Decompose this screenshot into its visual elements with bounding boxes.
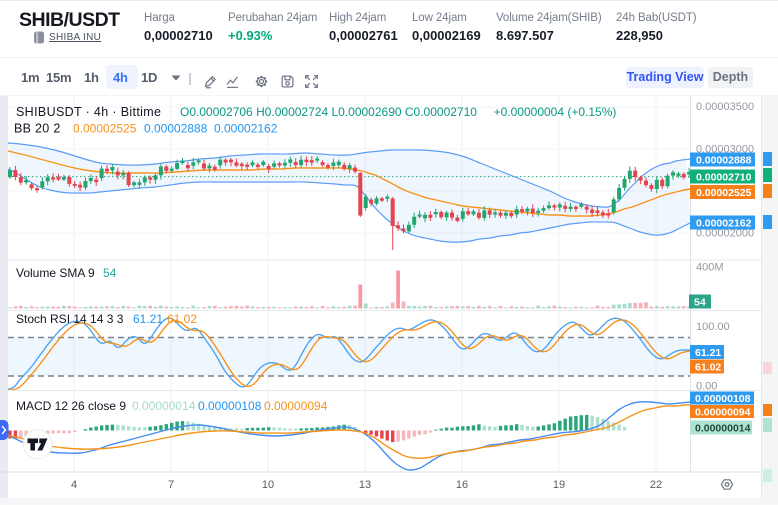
svg-text:54: 54 xyxy=(694,297,706,309)
svg-text:0.00000094: 0.00000094 xyxy=(264,399,328,413)
svg-text:0.00002162: 0.00002162 xyxy=(214,122,278,136)
svg-text:400M: 400M xyxy=(696,262,724,274)
svg-text:10: 10 xyxy=(262,479,274,491)
svg-text:0.00: 0.00 xyxy=(696,381,717,393)
svg-text:100.00: 100.00 xyxy=(696,321,730,333)
svg-text:0.00002525: 0.00002525 xyxy=(73,122,137,136)
svg-text:13: 13 xyxy=(359,479,371,491)
svg-text:BB 20 2: BB 20 2 xyxy=(14,122,61,136)
svg-text:7: 7 xyxy=(168,479,174,491)
svg-text:61.02: 61.02 xyxy=(167,312,197,326)
svg-text:0.00003500: 0.00003500 xyxy=(696,101,754,113)
svg-text:Volume SMA 9: Volume SMA 9 xyxy=(16,266,95,280)
svg-text:0.00002888: 0.00002888 xyxy=(696,155,752,167)
svg-text:SHIBUSDT · 4h · Bittime: SHIBUSDT · 4h · Bittime xyxy=(16,105,161,119)
svg-text:0.00000094: 0.00000094 xyxy=(695,407,751,419)
svg-text:19: 19 xyxy=(553,479,565,491)
svg-text:0.00000014: 0.00000014 xyxy=(695,423,751,435)
svg-text:4: 4 xyxy=(71,479,77,491)
svg-text:0.00000108: 0.00000108 xyxy=(198,399,262,413)
svg-text:0.00002525: 0.00002525 xyxy=(696,187,752,199)
svg-text:22: 22 xyxy=(650,479,662,491)
svg-text:0.00002162: 0.00002162 xyxy=(696,218,752,230)
svg-text:0.00000108: 0.00000108 xyxy=(695,393,751,405)
svg-text:61.21: 61.21 xyxy=(133,312,163,326)
svg-text:16: 16 xyxy=(456,479,468,491)
svg-text:MACD 12 26 close 9: MACD 12 26 close 9 xyxy=(16,399,126,413)
svg-text:0.00002888: 0.00002888 xyxy=(144,122,208,136)
svg-text:61.21: 61.21 xyxy=(695,347,721,359)
svg-text:0.00002710: 0.00002710 xyxy=(696,172,752,184)
svg-text:O0.00002706 H0.00002724 L0.000: O0.00002706 H0.00002724 L0.00002690 C0.0… xyxy=(180,105,616,119)
svg-text:61.02: 61.02 xyxy=(695,362,721,374)
svg-text:0.00002000: 0.00002000 xyxy=(696,228,754,240)
svg-text:Stoch RSI 14 14 3 3: Stoch RSI 14 14 3 3 xyxy=(16,312,124,326)
svg-text:54: 54 xyxy=(103,266,117,280)
svg-text:0.00000014: 0.00000014 xyxy=(132,399,196,413)
